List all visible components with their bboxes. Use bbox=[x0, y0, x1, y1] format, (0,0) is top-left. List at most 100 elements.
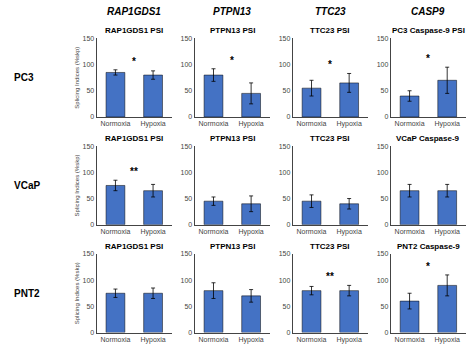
svg-text:TTC23 PSI: TTC23 PSI bbox=[310, 242, 350, 251]
svg-text:150: 150 bbox=[279, 250, 291, 257]
svg-text:0: 0 bbox=[90, 329, 94, 336]
svg-text:0: 0 bbox=[90, 221, 94, 228]
svg-text:Hypoxia: Hypoxia bbox=[435, 120, 460, 128]
svg-text:0: 0 bbox=[188, 113, 192, 120]
svg-text:PTPN13 PSI: PTPN13 PSI bbox=[210, 26, 255, 35]
svg-text:Hypoxia: Hypoxia bbox=[140, 228, 165, 236]
svg-text:50: 50 bbox=[184, 195, 192, 202]
svg-text:Normoxia: Normoxia bbox=[395, 336, 425, 343]
svg-text:Splicing Indices (%skp): Splicing Indices (%skp) bbox=[74, 47, 80, 109]
svg-text:TTC23: TTC23 bbox=[315, 6, 346, 17]
svg-text:*: * bbox=[230, 55, 234, 66]
svg-text:*: * bbox=[328, 59, 332, 70]
svg-text:Splicing Indices (%skp): Splicing Indices (%skp) bbox=[74, 262, 80, 324]
svg-text:150: 150 bbox=[83, 143, 95, 150]
svg-text:RAP1GDS1: RAP1GDS1 bbox=[107, 6, 161, 17]
svg-text:*: * bbox=[426, 53, 430, 64]
svg-text:PTPN13 PSI: PTPN13 PSI bbox=[210, 242, 255, 251]
svg-text:Hypoxia: Hypoxia bbox=[337, 336, 362, 344]
svg-text:100: 100 bbox=[279, 61, 291, 68]
svg-text:Normoxia: Normoxia bbox=[395, 120, 425, 127]
svg-text:PNT2: PNT2 bbox=[14, 288, 40, 299]
svg-text:50: 50 bbox=[184, 303, 192, 310]
svg-text:50: 50 bbox=[381, 195, 389, 202]
svg-text:150: 150 bbox=[377, 35, 389, 42]
svg-text:150: 150 bbox=[377, 250, 389, 257]
svg-text:150: 150 bbox=[279, 35, 291, 42]
svg-text:Normoxia: Normoxia bbox=[100, 336, 130, 343]
svg-text:0: 0 bbox=[384, 113, 388, 120]
svg-text:Normoxia: Normoxia bbox=[100, 120, 130, 127]
svg-text:150: 150 bbox=[377, 143, 389, 150]
svg-text:Hypoxia: Hypoxia bbox=[238, 228, 263, 236]
svg-text:150: 150 bbox=[83, 250, 95, 257]
svg-text:Normoxia: Normoxia bbox=[297, 120, 327, 127]
svg-text:150: 150 bbox=[181, 250, 193, 257]
svg-text:Splicing Indices (%skp): Splicing Indices (%skp) bbox=[74, 154, 80, 216]
svg-text:Hypoxia: Hypoxia bbox=[238, 120, 263, 128]
svg-text:50: 50 bbox=[283, 87, 291, 94]
svg-text:TTC23 PSI: TTC23 PSI bbox=[310, 26, 350, 35]
svg-text:50: 50 bbox=[86, 195, 94, 202]
svg-text:100: 100 bbox=[83, 169, 95, 176]
svg-text:100: 100 bbox=[279, 169, 291, 176]
svg-text:0: 0 bbox=[286, 329, 290, 336]
svg-text:100: 100 bbox=[279, 277, 291, 284]
svg-text:50: 50 bbox=[86, 303, 94, 310]
svg-text:0: 0 bbox=[286, 113, 290, 120]
svg-text:*: * bbox=[132, 56, 136, 67]
svg-text:**: ** bbox=[130, 166, 138, 177]
svg-text:Hypoxia: Hypoxia bbox=[238, 336, 263, 344]
svg-text:Normoxia: Normoxia bbox=[297, 228, 327, 235]
svg-text:Normoxia: Normoxia bbox=[199, 336, 229, 343]
svg-text:50: 50 bbox=[283, 195, 291, 202]
svg-text:Hypoxia: Hypoxia bbox=[140, 120, 165, 128]
svg-text:150: 150 bbox=[83, 35, 95, 42]
svg-text:Normoxia: Normoxia bbox=[395, 228, 425, 235]
svg-text:100: 100 bbox=[377, 61, 389, 68]
svg-text:100: 100 bbox=[181, 61, 193, 68]
svg-text:0: 0 bbox=[90, 113, 94, 120]
svg-text:50: 50 bbox=[283, 303, 291, 310]
svg-text:0: 0 bbox=[384, 221, 388, 228]
svg-text:Hypoxia: Hypoxia bbox=[337, 228, 362, 236]
svg-text:Hypoxia: Hypoxia bbox=[140, 336, 165, 344]
svg-text:RAP1GDS1 PSI: RAP1GDS1 PSI bbox=[105, 134, 163, 143]
svg-text:0: 0 bbox=[286, 221, 290, 228]
svg-text:50: 50 bbox=[86, 87, 94, 94]
svg-text:100: 100 bbox=[83, 277, 95, 284]
svg-text:VCaP Caspase-9: VCaP Caspase-9 bbox=[396, 134, 460, 143]
svg-text:50: 50 bbox=[381, 303, 389, 310]
svg-text:Hypoxia: Hypoxia bbox=[435, 336, 460, 344]
svg-text:0: 0 bbox=[188, 329, 192, 336]
svg-text:PTPN13: PTPN13 bbox=[213, 6, 251, 17]
svg-text:50: 50 bbox=[381, 87, 389, 94]
svg-text:Hypoxia: Hypoxia bbox=[337, 120, 362, 128]
svg-text:Normoxia: Normoxia bbox=[199, 228, 229, 235]
svg-text:Hypoxia: Hypoxia bbox=[435, 228, 460, 236]
svg-text:**: ** bbox=[326, 271, 334, 282]
svg-text:Normoxia: Normoxia bbox=[100, 228, 130, 235]
svg-text:PTPN13 PSI: PTPN13 PSI bbox=[210, 134, 255, 143]
svg-text:0: 0 bbox=[188, 221, 192, 228]
svg-text:VCaP: VCaP bbox=[14, 180, 40, 191]
svg-text:100: 100 bbox=[181, 277, 193, 284]
svg-text:RAP1GDS1 PSI: RAP1GDS1 PSI bbox=[105, 26, 163, 35]
svg-text:100: 100 bbox=[377, 169, 389, 176]
svg-text:150: 150 bbox=[181, 143, 193, 150]
svg-text:RAP1GDS1 PSI: RAP1GDS1 PSI bbox=[105, 242, 163, 251]
svg-text:Normoxia: Normoxia bbox=[199, 120, 229, 127]
svg-text:0: 0 bbox=[384, 329, 388, 336]
svg-text:100: 100 bbox=[377, 277, 389, 284]
svg-text:Normoxia: Normoxia bbox=[297, 336, 327, 343]
svg-text:100: 100 bbox=[83, 61, 95, 68]
svg-text:150: 150 bbox=[181, 35, 193, 42]
svg-text:CASP9: CASP9 bbox=[411, 6, 445, 17]
svg-text:PC3: PC3 bbox=[14, 72, 34, 83]
svg-text:PNT2 Caspase-9: PNT2 Caspase-9 bbox=[397, 242, 460, 251]
svg-text:TTC23 PSI: TTC23 PSI bbox=[310, 134, 350, 143]
svg-text:100: 100 bbox=[181, 169, 193, 176]
svg-text:PC3 Caspase-9 PSI: PC3 Caspase-9 PSI bbox=[392, 26, 465, 35]
svg-text:*: * bbox=[426, 261, 430, 272]
svg-text:150: 150 bbox=[279, 143, 291, 150]
